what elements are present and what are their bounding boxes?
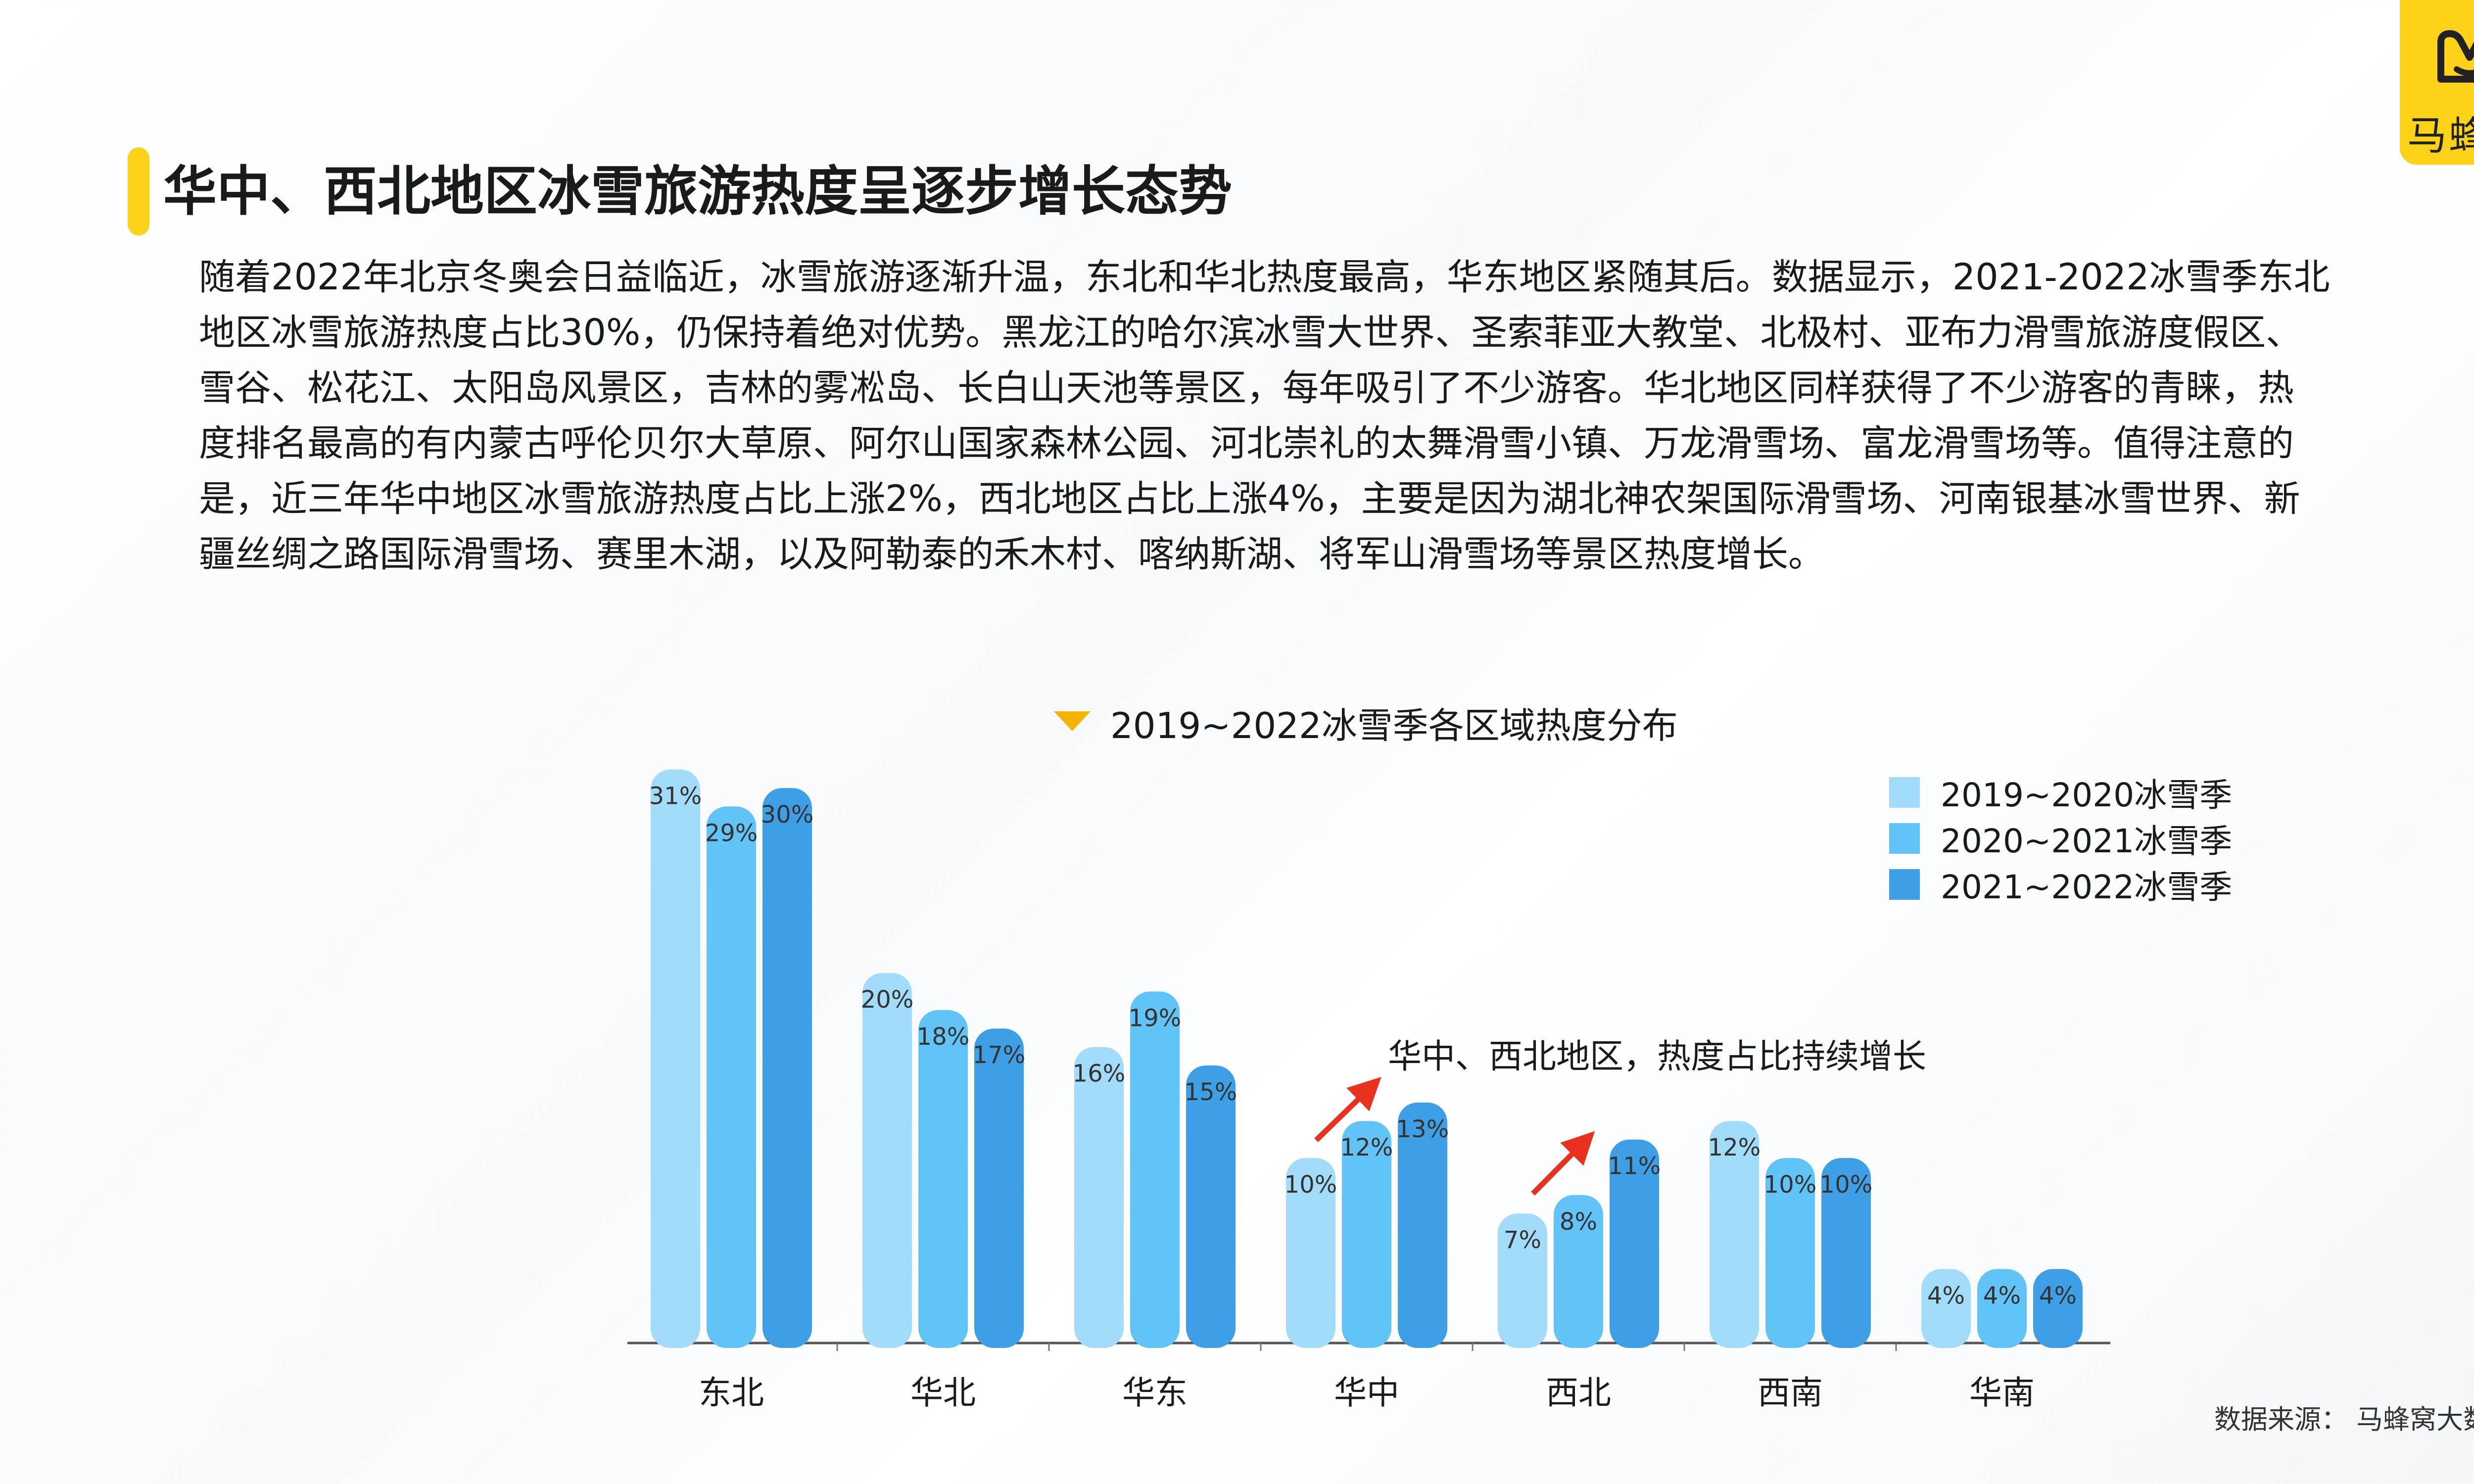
bar bbox=[1186, 1066, 1236, 1348]
legend-label: 2019~2020冰雪季 bbox=[1941, 776, 2233, 814]
x-tick-label: 华北 bbox=[910, 1374, 976, 1412]
legend-swatch bbox=[1889, 823, 1920, 854]
legend-swatch bbox=[1889, 869, 1920, 900]
trend-annotation: 华中、西北地区，热度占比持续增长 bbox=[1388, 1037, 1927, 1076]
bar-value-label: 31% bbox=[649, 783, 702, 810]
bar-value-label: 12% bbox=[1340, 1134, 1393, 1161]
trend-arrow-icon bbox=[1531, 1131, 1595, 1196]
chart-header: 2019~2022冰雪季各区域热度分布 bbox=[1054, 695, 1678, 749]
x-tick-label: 华东 bbox=[1122, 1374, 1188, 1412]
bar bbox=[1074, 1047, 1124, 1348]
data-source: 数据来源： 马蜂窝大数据中心 bbox=[2214, 1404, 2474, 1435]
bar-value-label: 10% bbox=[1764, 1171, 1817, 1199]
bar-value-label: 7% bbox=[1504, 1226, 1541, 1254]
bar-value-label: 20% bbox=[861, 986, 914, 1014]
logo-text: 马蜂窝 bbox=[2407, 113, 2474, 159]
bar bbox=[1286, 1158, 1335, 1348]
paragraph-line: 是，近三年华中地区冰雪旅游热度占比上涨2%，西北地区占比上涨4%，主要是因为湖北… bbox=[199, 478, 2300, 520]
paragraph-line: 随着2022年北京冬奥会日益临近，冰雪旅游逐渐升温，东北和华北热度最高，华东地区… bbox=[199, 256, 2330, 298]
legend-label: 2020~2021冰雪季 bbox=[1941, 822, 2233, 860]
bar-value-label: 30% bbox=[761, 801, 814, 829]
bar-value-label: 16% bbox=[1073, 1060, 1126, 1088]
bar bbox=[1130, 991, 1180, 1348]
legend-item: 2020~2021冰雪季 bbox=[1889, 815, 2232, 861]
legend-swatch bbox=[1889, 777, 1920, 808]
x-tick-label: 华南 bbox=[1969, 1374, 2035, 1412]
page-title: 华中、西北地区冰雪旅游热度呈逐步增长态势 bbox=[163, 161, 1233, 223]
mafengwo-logo: 马蜂窝 bbox=[2400, 0, 2474, 165]
bar bbox=[2033, 1269, 2083, 1348]
title-accent-bar bbox=[128, 147, 149, 235]
legend-item: 2019~2020冰雪季 bbox=[1889, 769, 2232, 815]
bar bbox=[762, 788, 812, 1348]
bar-value-label: 15% bbox=[1185, 1078, 1237, 1106]
bar bbox=[651, 769, 700, 1348]
bar-value-label: 4% bbox=[1927, 1282, 1965, 1309]
bar-value-label: 29% bbox=[705, 819, 758, 847]
bar bbox=[1977, 1269, 2027, 1348]
bar bbox=[862, 973, 912, 1348]
description-paragraph: 随着2022年北京冬奥会日益临近，冰雪旅游逐渐升温，东北和华北热度最高，华东地区… bbox=[199, 250, 2450, 582]
chart-legend: 2019~2020冰雪季 2020~2021冰雪季 2021~2022冰雪季 bbox=[1889, 769, 2232, 907]
x-tick-label: 西南 bbox=[1758, 1374, 1823, 1412]
bar bbox=[1498, 1213, 1547, 1348]
bar-value-label: 10% bbox=[1285, 1171, 1337, 1199]
x-tick-label: 西北 bbox=[1546, 1374, 1611, 1412]
paragraph-line: 度排名最高的有内蒙古呼伦贝尔大草原、阿尔山国家森林公园、河北崇礼的太舞滑雪小镇、… bbox=[199, 422, 2294, 464]
x-tick-label: 东北 bbox=[699, 1374, 764, 1412]
bar bbox=[974, 1028, 1024, 1348]
trend-arrow-icon bbox=[1314, 1076, 1381, 1142]
paragraph-line: 雪谷、松花江、太阳岛风景区，吉林的雾凇岛、长白山天池等景区，每年吸引了不少游客。… bbox=[199, 367, 2294, 409]
bar-value-label: 8% bbox=[1560, 1208, 1597, 1236]
chart-title: 2019~2022冰雪季各区域热度分布 bbox=[1110, 704, 1678, 746]
triangle-down-icon bbox=[1054, 711, 1091, 731]
bar-value-label: 13% bbox=[1396, 1115, 1449, 1143]
bar bbox=[1554, 1195, 1603, 1348]
bar-value-label: 12% bbox=[1708, 1134, 1761, 1161]
bar bbox=[1921, 1269, 1971, 1348]
bar bbox=[1342, 1121, 1391, 1348]
bar-value-label: 4% bbox=[2039, 1282, 2077, 1309]
bar bbox=[918, 1010, 968, 1348]
x-tick-label: 华中 bbox=[1334, 1374, 1399, 1412]
bar bbox=[1765, 1158, 1815, 1348]
legend-item: 2021~2022冰雪季 bbox=[1889, 861, 2232, 907]
bar bbox=[1398, 1102, 1447, 1348]
paragraph-line: 地区冰雪旅游热度占比30%，仍保持着绝对优势。黑龙江的哈尔滨冰雪大世界、圣索菲亚… bbox=[199, 312, 2302, 354]
bar-value-label: 4% bbox=[1983, 1282, 2021, 1309]
bar-value-label: 17% bbox=[973, 1041, 1026, 1069]
bar-value-label: 19% bbox=[1129, 1004, 1182, 1032]
bar bbox=[707, 806, 756, 1348]
legend-label: 2021~2022冰雪季 bbox=[1941, 868, 2233, 906]
mafengwo-logo-icon bbox=[2437, 30, 2474, 83]
bar-value-label: 18% bbox=[917, 1023, 970, 1051]
bar bbox=[1710, 1121, 1759, 1348]
bar-value-label: 10% bbox=[1820, 1171, 1873, 1199]
bar-value-label: 11% bbox=[1608, 1153, 1661, 1180]
paragraph-line: 疆丝绸之路国际滑雪场、赛里木湖，以及阿勒泰的禾木村、喀纳斯湖、将军山滑雪场等景区… bbox=[199, 533, 1824, 575]
bar bbox=[1821, 1158, 1871, 1348]
bar bbox=[1610, 1139, 1659, 1348]
